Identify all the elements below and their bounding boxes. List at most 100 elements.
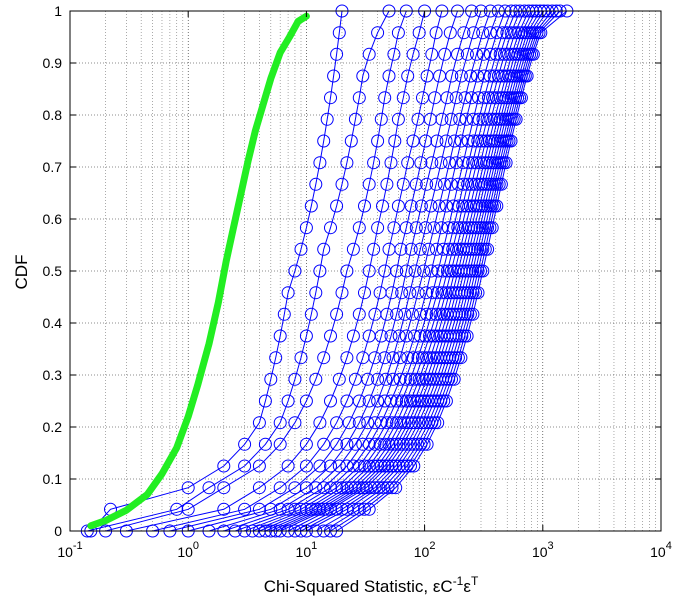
empirical-point [390, 307, 404, 321]
empirical-point [494, 177, 508, 191]
empirical-point [362, 502, 376, 516]
empirical-point [417, 264, 431, 278]
empirical-point [304, 307, 318, 321]
empirical-point [391, 26, 405, 40]
empirical-point [342, 416, 356, 430]
tick-marks [69, 10, 662, 532]
empirical-point [413, 242, 427, 256]
x-tick-label: 10-1 [57, 540, 82, 560]
empirical-point [390, 264, 404, 278]
empirical-point [386, 437, 400, 451]
empirical-point [269, 351, 283, 365]
empirical-series-line [330, 10, 561, 532]
empirical-series-line [105, 10, 407, 532]
empirical-point [470, 221, 484, 235]
empirical-point [181, 502, 195, 516]
empirical-point [470, 156, 484, 170]
empirical-point [441, 221, 455, 235]
empirical-point [417, 437, 431, 451]
empirical-point [468, 242, 482, 256]
empirical-point [463, 286, 477, 300]
empirical-point [371, 372, 385, 386]
empirical-point [458, 307, 472, 321]
empirical-point [406, 351, 420, 365]
empirical-point [332, 459, 346, 473]
empirical-point [384, 156, 398, 170]
empirical-point [252, 416, 266, 430]
empirical-point [422, 242, 436, 256]
empirical-point [460, 199, 474, 213]
empirical-point [425, 156, 439, 170]
empirical-point [238, 459, 252, 473]
empirical-point [324, 329, 337, 343]
empirical-point [534, 26, 548, 40]
empirical-point [385, 286, 399, 300]
empirical-point [252, 459, 266, 473]
empirical-point [509, 112, 523, 126]
empirical-point [406, 307, 419, 321]
empirical-point [464, 69, 478, 83]
empirical-point [320, 112, 334, 126]
empirical-point [395, 286, 409, 300]
empirical-point [273, 437, 287, 451]
empirical-point [419, 286, 433, 300]
y-tick-label: 1 [54, 3, 62, 19]
empirical-point [437, 177, 451, 191]
empirical-point [330, 47, 344, 61]
empirical-point [413, 329, 427, 343]
empirical-point [439, 134, 453, 148]
empirical-point [446, 199, 460, 213]
empirical-point [454, 351, 468, 365]
empirical-point [380, 307, 394, 321]
empirical-point [281, 459, 295, 473]
y-tick-label: 0.4 [43, 315, 63, 331]
empirical-point [411, 394, 425, 408]
empirical-point [401, 351, 415, 365]
y-tick-label: 0.6 [43, 211, 63, 227]
empirical-point [389, 481, 403, 495]
empirical-point [423, 329, 436, 343]
empirical-point [362, 394, 376, 408]
empirical-point [471, 69, 484, 83]
empirical-point [408, 264, 422, 278]
empirical-point [358, 502, 371, 516]
empirical-point [443, 26, 457, 40]
empirical-point [434, 156, 448, 170]
empirical-point [332, 372, 346, 386]
empirical-point [384, 329, 398, 343]
empirical-point [396, 177, 410, 191]
empirical-point [356, 69, 370, 83]
empirical-point [388, 134, 402, 148]
empirical-point [348, 437, 362, 451]
empirical-point [386, 351, 400, 365]
empirical-point [409, 177, 423, 191]
empirical-point [313, 459, 327, 473]
empirical-point [404, 459, 417, 473]
empirical-point [317, 351, 331, 365]
empirical-point [460, 329, 474, 343]
empirical-point [401, 69, 415, 83]
empirical-point [451, 177, 465, 191]
empirical-point [435, 286, 449, 300]
empirical-point [273, 416, 287, 430]
empirical-point [352, 394, 366, 408]
empirical-point [435, 112, 449, 126]
x-axis-label: Chi-Squared Statistic, εC-1εT [264, 574, 479, 596]
empirical-point [430, 329, 444, 343]
empirical-point [468, 264, 482, 278]
empirical-point [299, 221, 313, 235]
empirical-point [348, 112, 362, 126]
empirical-point [340, 156, 354, 170]
empirical-point [471, 134, 485, 148]
empirical-point [465, 242, 479, 256]
empirical-point [416, 372, 430, 386]
empirical-series-line [126, 10, 426, 532]
empirical-point [368, 437, 382, 451]
empirical-point [485, 221, 499, 235]
empirical-point [358, 286, 371, 300]
empirical-point [404, 242, 418, 256]
empirical-point [317, 242, 331, 256]
x-tick-label: 100 [177, 540, 199, 560]
empirical-point [476, 264, 490, 278]
